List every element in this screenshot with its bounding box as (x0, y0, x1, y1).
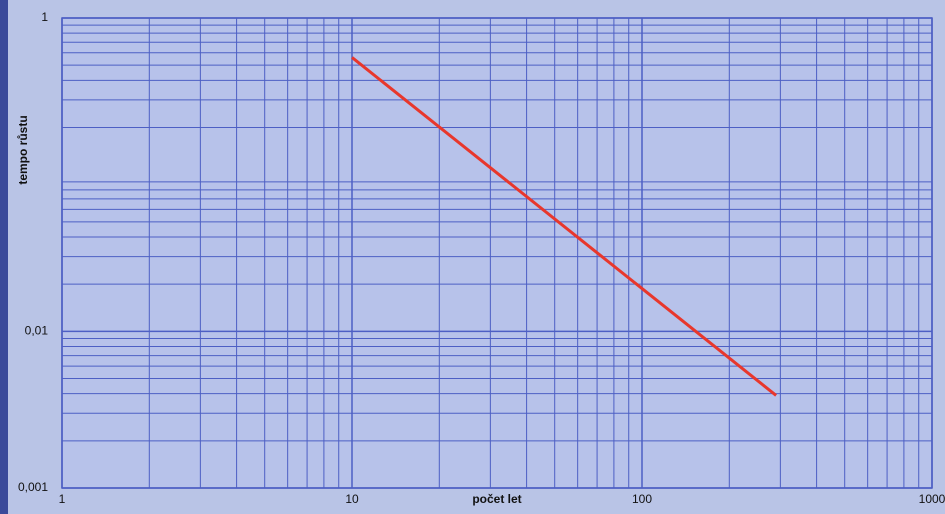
left-border (0, 0, 8, 514)
x-tick-label: 1 (59, 492, 66, 506)
y-tick-label: 0,01 (25, 324, 49, 338)
plot-area (61, 17, 933, 489)
y-axis-label: tempo růstu (16, 115, 30, 184)
x-tick-label: 10 (345, 492, 359, 506)
y-tick-label: 0,001 (18, 480, 48, 494)
x-tick-label: 100 (632, 492, 652, 506)
x-tick-label: 1000 (919, 492, 945, 506)
y-tick-label: 1 (41, 10, 48, 24)
data-line (351, 56, 778, 397)
x-axis-label: počet let (472, 492, 521, 506)
